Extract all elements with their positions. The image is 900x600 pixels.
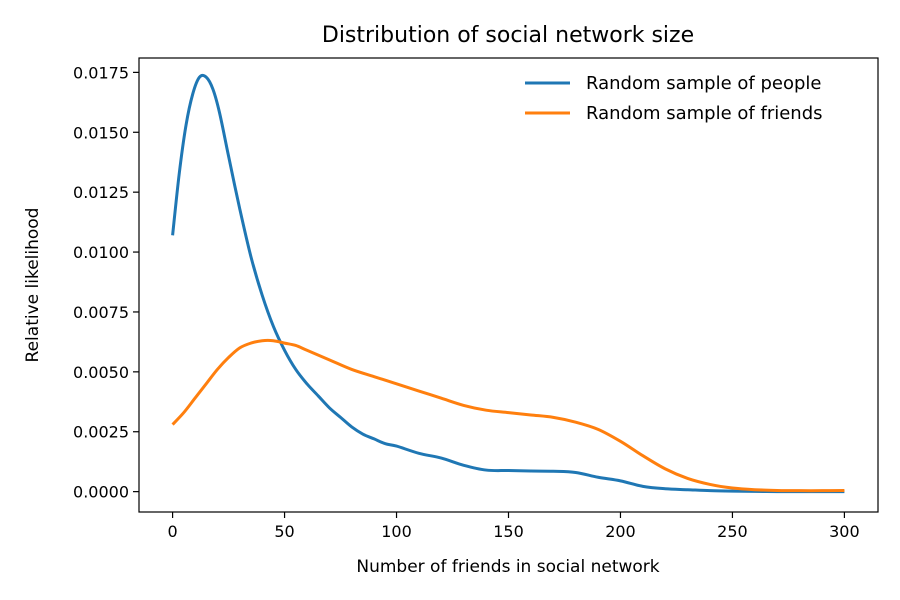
x-tick-label: 0: [167, 522, 177, 541]
y-tick-label: 0.0100: [73, 243, 129, 262]
x-tick-label: 50: [274, 522, 294, 541]
x-tick-label: 100: [381, 522, 412, 541]
legend-label: Random sample of friends: [586, 103, 823, 124]
y-tick-label: 0.0050: [73, 363, 129, 382]
y-axis-label: Relative likelihood: [23, 208, 43, 363]
legend: Random sample of people Random sample of …: [525, 73, 823, 124]
series-layer: [171, 73, 845, 494]
series-line-random-sample-of-people: [171, 73, 845, 494]
x-tick-label: 300: [829, 522, 860, 541]
y-tick-label: 0.0125: [73, 183, 129, 202]
legend-label: Random sample of people: [586, 73, 822, 94]
y-tick-label: 0.0075: [73, 303, 129, 322]
y-tick-label: 0.0175: [73, 63, 129, 82]
y-axis: 0.0000 0.0025 0.0050 0.0075 0.0100 0.0125 0.01…: [73, 63, 139, 502]
y-tick-label: 0.0150: [73, 123, 129, 142]
y-tick-label: 0.0025: [73, 423, 129, 442]
x-tick-label: 150: [493, 522, 524, 541]
x-tick-label: 200: [605, 522, 636, 541]
x-tick-label: 250: [717, 522, 748, 541]
plot-frame: [138, 57, 879, 513]
chart-title: Distribution of social network size: [322, 23, 694, 48]
x-axis: 0 50 100 150 200 250 300: [167, 512, 860, 541]
x-axis-label: Number of friends in social network: [356, 557, 659, 577]
y-tick-label: 0.0000: [73, 483, 129, 502]
series-line-random-sample-of-friends: [171, 338, 845, 493]
